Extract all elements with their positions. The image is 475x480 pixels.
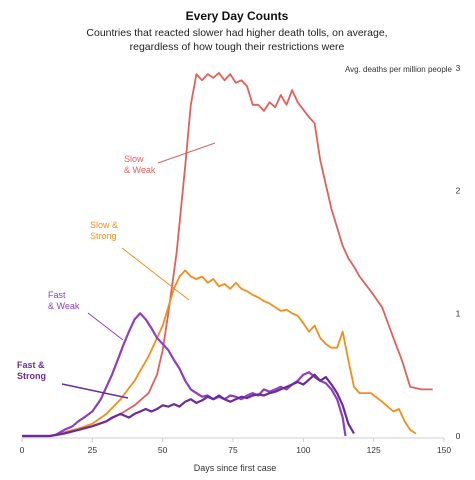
series-label: & Weak [124, 165, 156, 175]
chart-subtitle-line-1: Countries that reacted slower had higher… [86, 27, 387, 39]
x-axis: 0 25 50 75 100 125 150 [20, 438, 451, 455]
x-tick-label: 0 [20, 445, 25, 455]
x-tick-label: 25 [88, 445, 98, 455]
series-label-leader-line [157, 142, 216, 164]
x-tick-label: 75 [228, 445, 238, 455]
x-tick-label: 100 [296, 445, 310, 455]
series-label: Slow [124, 154, 144, 164]
y-tick-label: 1 [456, 308, 461, 318]
y-axis-unit-label: Avg. deaths per million people [345, 65, 453, 74]
x-tick-label: 125 [367, 445, 381, 455]
x-axis-title: Days since first case [194, 463, 277, 473]
x-tick-label: 50 [158, 445, 168, 455]
series-line-slow-strong [22, 269, 417, 437]
y-tick-label: 3 [456, 63, 461, 73]
x-tick-label: 150 [437, 445, 451, 455]
series-label: Fast & [17, 360, 45, 370]
series-label-leader-line [87, 312, 124, 341]
chart-title: Every Day Counts [186, 9, 289, 23]
y-axis: 0 1 2 3 [456, 63, 461, 441]
series-label: Strong [17, 371, 46, 381]
series-label-leader-line [61, 383, 129, 399]
series-line-fast-strong [22, 373, 355, 438]
series-label-leader-line [121, 247, 190, 301]
series-label: Strong [90, 231, 117, 241]
series-label: & Weak [48, 301, 80, 311]
series-line-fast-weak [22, 312, 347, 438]
series-line-slow-weak [22, 72, 433, 437]
y-tick-label: 0 [456, 431, 461, 441]
series-label: Fast [48, 290, 66, 300]
series-label: Slow & [90, 220, 118, 230]
series-lines [22, 72, 433, 438]
chart-subtitle-line-2: regardless of how tough their restrictio… [130, 41, 345, 53]
y-tick-label: 2 [456, 186, 461, 196]
